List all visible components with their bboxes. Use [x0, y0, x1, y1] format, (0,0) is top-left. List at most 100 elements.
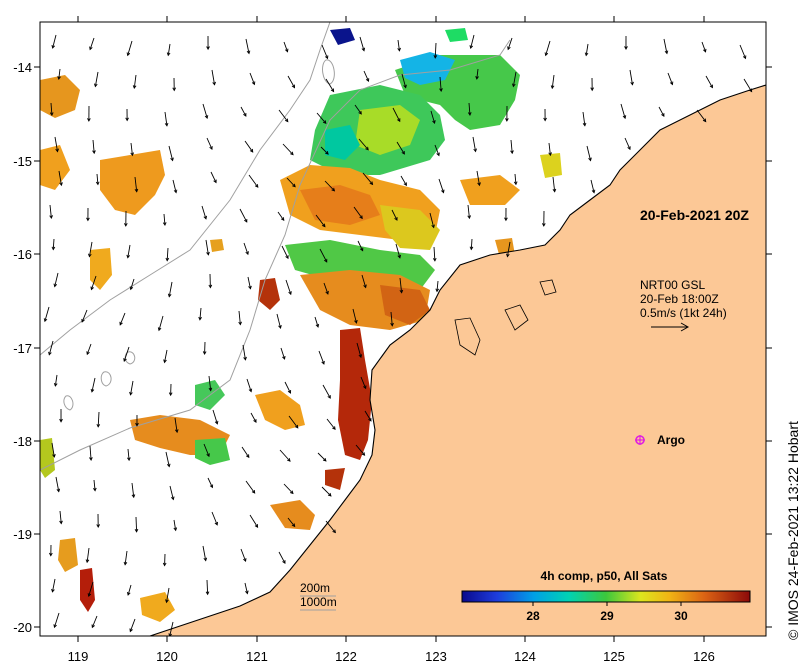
current-arrow-head [243, 113, 247, 117]
current-arrow [467, 204, 470, 219]
current-arrow-head [53, 382, 58, 387]
current-arrow [173, 519, 177, 531]
x-tick-label: 119 [68, 649, 89, 664]
current-arrow-head [288, 291, 292, 296]
current-arrow-head [208, 284, 213, 289]
current-arrow [433, 246, 436, 261]
current-arrow [168, 145, 174, 161]
y-tick-label: -18 [13, 434, 32, 449]
current-arrow [629, 69, 633, 85]
current-arrow-head [55, 148, 59, 153]
current-arrow-head [365, 78, 370, 83]
current-arrow [248, 174, 259, 188]
contour-200m-label: 200m [300, 581, 330, 595]
current-arrow [507, 37, 513, 50]
current-arrow-head [327, 395, 331, 399]
current-arrow [314, 316, 319, 328]
current-arrow-head [432, 257, 437, 262]
current-arrow [169, 621, 174, 636]
current-arrow-head [249, 148, 254, 153]
current-arrow [434, 42, 437, 58]
current-arrow-head [467, 112, 472, 116]
current-arrow-head [134, 188, 139, 193]
current-arrow [624, 137, 631, 150]
current-arrow-head [246, 50, 251, 55]
y-tick-label: -15 [13, 154, 32, 169]
current-arrow [130, 278, 135, 290]
x-tick-label: 122 [335, 649, 357, 664]
current-arrow-head [131, 494, 136, 499]
x-tick-label: 120 [156, 649, 178, 664]
argo-label: Argo [657, 433, 685, 447]
current-arrow [364, 410, 372, 422]
y-tick-label: -20 [13, 620, 32, 635]
credit-label: © IMOS 24-Feb-2021 13:22 Hobart [785, 421, 801, 640]
y-tick-label: -14 [13, 60, 32, 75]
current-arrow-head [254, 524, 259, 528]
current-arrow [50, 102, 53, 116]
current-arrow-head [86, 351, 90, 356]
current-arrow-head [278, 325, 282, 329]
current-arrow [158, 315, 164, 331]
current-arrow [739, 44, 746, 59]
current-arrow [429, 212, 435, 228]
current-arrow [167, 43, 171, 56]
current-arrow [354, 104, 362, 115]
current-arrow [44, 306, 50, 322]
current-arrow-head [251, 81, 256, 86]
current-arrow-head [130, 152, 134, 157]
current-arrow-head [315, 323, 320, 328]
current-arrow-head [168, 392, 173, 397]
current-arrow [701, 41, 706, 52]
current-arrow-head [505, 118, 509, 122]
x-tick-label: 124 [514, 649, 536, 664]
current-arrow [202, 103, 208, 119]
current-arrow-head [51, 246, 56, 251]
coastline [149, 84, 766, 636]
current-arrow [430, 110, 436, 124]
current-arrow-head [206, 453, 210, 458]
current-arrow [359, 36, 365, 51]
current-arrow-head [208, 387, 213, 392]
current-arrow-head [282, 355, 286, 360]
current-arrow-head [544, 52, 549, 57]
current-arrow [476, 170, 480, 186]
current-arrow [551, 74, 555, 89]
current-arrow [166, 587, 170, 603]
current-arrow [438, 178, 444, 193]
current-arrow [244, 140, 254, 153]
current-arrow-head [164, 122, 169, 127]
current-arrow [283, 41, 288, 52]
current-arrow-head [206, 251, 210, 256]
current-arrow [241, 446, 250, 458]
current-arrow-head [473, 148, 477, 153]
current-arrow-head [213, 179, 217, 184]
current-arrow [164, 111, 168, 126]
current-arrow-head [202, 351, 207, 355]
current-arrow [210, 171, 217, 183]
current-arrow-head [590, 87, 594, 92]
current-arrow-head [330, 88, 335, 93]
current-arrow-head [214, 420, 219, 425]
current-arrow [470, 238, 473, 250]
current-arrow [163, 213, 166, 226]
y-tick-label: -16 [13, 247, 32, 262]
current-arrow-head [661, 113, 665, 118]
current-arrow-head [289, 490, 294, 495]
current-arrow-head [126, 52, 131, 57]
current-arrow-head [401, 150, 405, 155]
current-arrow-head [284, 118, 289, 123]
current-arrow [510, 139, 513, 154]
contour-1000m-label: 1000m [300, 595, 337, 609]
current-arrow [281, 245, 289, 259]
current-arrow [131, 482, 135, 498]
current-arrow [512, 71, 517, 87]
current-arrow [91, 377, 96, 392]
current-arrow-head [368, 417, 372, 422]
current-arrow-head [709, 84, 713, 89]
current-arrow-head [361, 452, 366, 456]
current-arrow [285, 279, 292, 295]
colorbar-tick-label: 29 [600, 609, 614, 623]
current-arrow-head [49, 552, 53, 557]
